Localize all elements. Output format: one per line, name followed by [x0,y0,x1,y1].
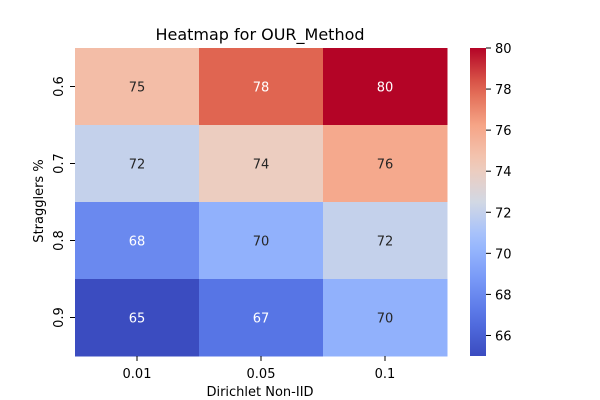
heatmap-cell-label: 74 [253,158,270,173]
y-tick-label: 0.7 [52,153,67,174]
heatmap-cell [75,48,200,126]
x-axis-ticks: 0.01 0.05 0.1 [123,356,396,382]
colorbar-tick-label: 66 [495,329,512,344]
heatmap-cell-label: 68 [129,235,146,250]
y-tick-label: 0.6 [52,76,67,97]
y-axis-label: Stragglers % [32,159,47,242]
colorbar-tick-label: 78 [495,83,512,98]
heatmap-cell-label: 72 [377,235,394,250]
colorbar-ticks: 66 68 70 72 74 76 78 80 [486,42,512,344]
heatmap-cell [75,125,200,203]
heatmap-cell-label: 76 [377,158,394,173]
heatmap-cell [323,48,448,126]
y-tick-label: 0.8 [52,230,67,251]
colorbar-tick-label: 80 [495,42,512,57]
heatmap-cells [75,48,448,357]
x-tick-label: 0.05 [247,367,276,382]
heatmap-cell-label: 80 [377,81,394,96]
heatmap-cell [199,125,324,203]
y-tick-label: 0.9 [52,307,67,328]
colorbar-tick-label: 74 [495,165,512,180]
heatmap-cell-label: 67 [253,312,270,327]
heatmap-cell-label: 72 [129,158,146,173]
heatmap-cell-label: 70 [377,312,394,327]
heatmap-cell [75,202,200,280]
heatmap-cell-label: 75 [129,81,146,96]
colorbar [470,48,486,356]
heatmap-cell [323,279,448,357]
heatmap-cell [323,125,448,203]
chart-title: Heatmap for OUR_Method [155,25,364,45]
heatmap-cell-label: 65 [129,312,146,327]
x-tick-label: 0.1 [375,367,396,382]
heatmap-cell-label: 70 [253,235,270,250]
y-axis-ticks: 0.6 0.7 0.8 0.9 [52,76,75,328]
colorbar-tick-label: 68 [495,288,512,303]
heatmap-cell-label: 78 [253,81,270,96]
heatmap-cell-labels: 75 78 80 72 74 76 68 70 72 65 67 70 [129,81,394,327]
x-tick-label: 0.01 [123,367,152,382]
heatmap-cell [75,279,200,357]
x-axis-label: Dirichlet Non-IID [206,385,313,400]
heatmap-cell [199,202,324,280]
heatmap-cell [199,48,324,126]
heatmap-cell [199,279,324,357]
heatmap-cell [323,202,448,280]
colorbar-tick-label: 76 [495,124,512,139]
colorbar-tick-label: 72 [495,206,512,221]
colorbar-tick-label: 70 [495,247,512,262]
